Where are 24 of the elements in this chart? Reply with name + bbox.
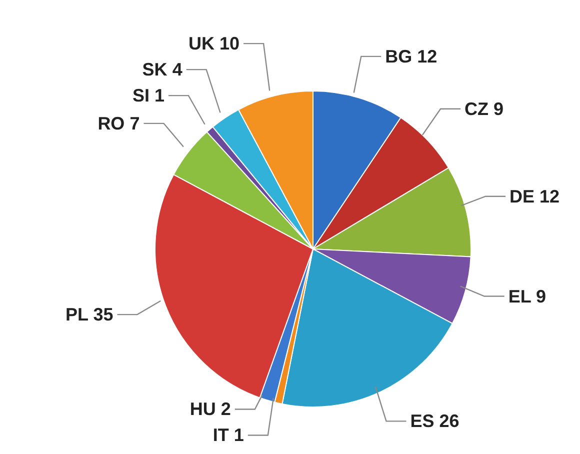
data-label: 1 [154,86,164,106]
data-label: 26 [439,411,460,432]
data-label: 2 [220,399,231,420]
slice-label: DE [510,186,540,206]
data-label: 12 [540,186,560,206]
slice-label: HU [190,399,221,420]
data-label: 4 [172,60,182,80]
slice-label: SK [142,60,172,80]
slice-label: PL [66,304,94,325]
data-label: 9 [536,286,546,306]
data-label: 7 [130,113,140,134]
slice-label: RO [98,113,130,134]
data-label: 10 [220,34,240,54]
slice-label: UK [188,34,220,54]
slice-label: CZ [464,98,494,119]
slice-label: SI [132,86,154,106]
slice-label: ES [410,411,440,432]
data-label: 12 [417,46,438,66]
data-label: 35 [93,304,114,325]
slice-label: IT [212,425,234,446]
slice-label: EL [508,286,536,306]
data-label: 9 [494,98,504,119]
data-label: 1 [234,425,244,446]
slice-label: BG [385,46,418,66]
